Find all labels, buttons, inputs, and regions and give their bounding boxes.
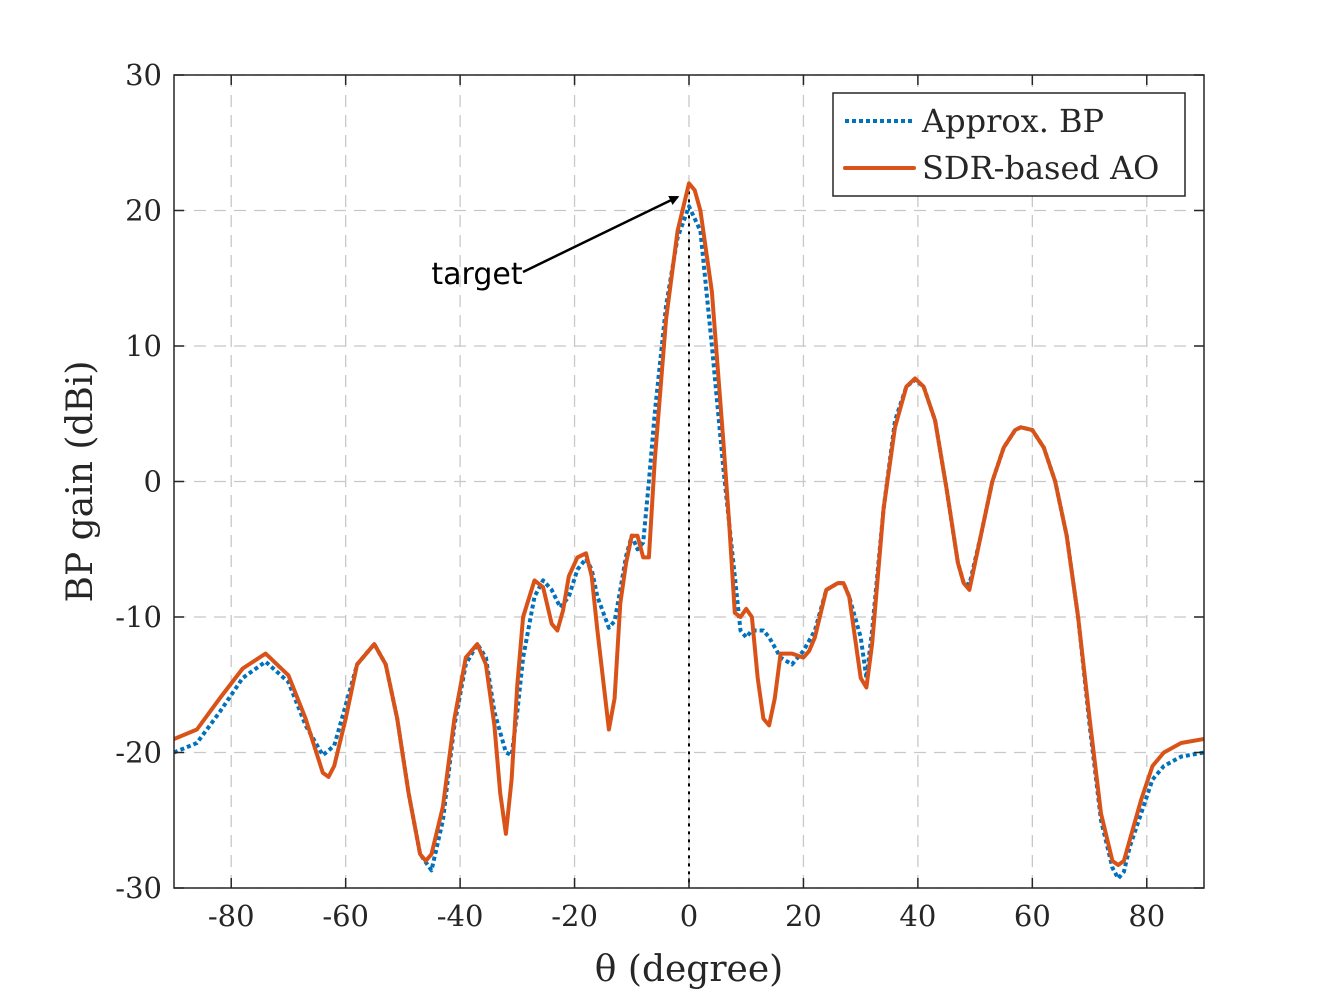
legend-label-approx-bp: Approx. BP [921,102,1104,140]
x-tick-label: -60 [322,899,369,933]
y-tick-label: -10 [115,600,162,634]
y-tick-label: 0 [144,465,162,499]
axis-ticks: -80 -60 -40 -20 0 20 40 60 80 -30 -20 -10 0 10 20 30 [115,58,1204,933]
x-tick-label: -80 [208,899,255,933]
y-tick-label: 30 [125,58,162,92]
target-annotation: target [431,195,680,292]
legend: Approx. BP SDR-based AO [832,92,1186,197]
x-tick-label: 0 [680,899,698,933]
y-axis-label: BP gain (dBi) [60,361,101,603]
x-tick-label: 40 [899,899,936,933]
x-tick-label: 80 [1128,899,1165,933]
x-tick-label: -40 [437,899,484,933]
x-tick-label: 20 [785,899,822,933]
target-label: target [431,257,522,292]
legend-box [832,92,1186,197]
y-tick-label: -20 [115,736,162,770]
x-axis-label: θ (degree) [595,949,783,990]
y-tick-label: -30 [115,871,162,905]
target-arrow [522,195,680,274]
y-tick-label: 10 [125,329,162,363]
x-tick-label: 60 [1014,899,1051,933]
series-lines [174,181,1204,881]
series-line-sdr-based-ao [174,181,1204,867]
legend-label-sdr-based-ao: SDR-based AO [922,149,1159,187]
y-tick-label: 20 [125,194,162,228]
x-tick-label: -20 [551,899,598,933]
